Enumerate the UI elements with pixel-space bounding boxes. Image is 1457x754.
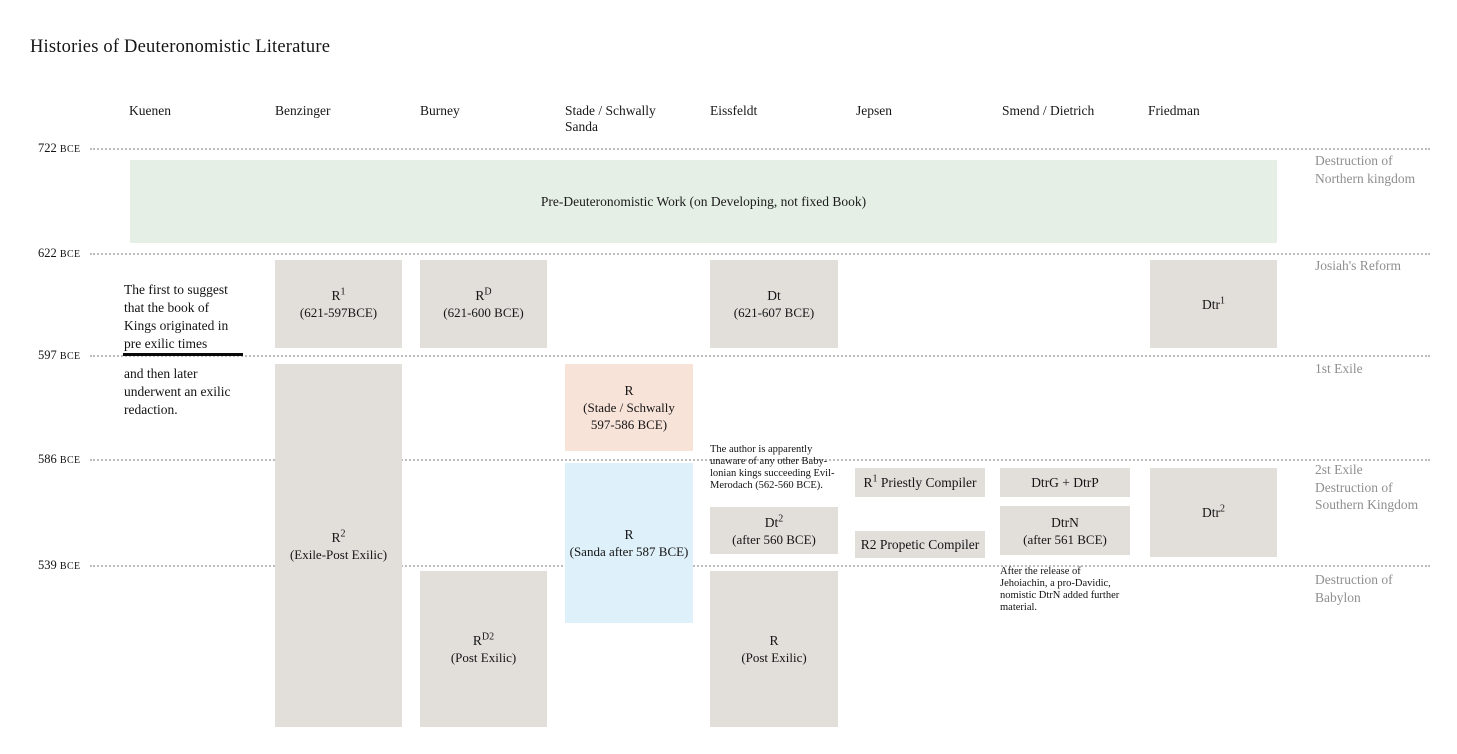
box-sanda-r: R (Sanda after 587 BCE) bbox=[565, 463, 693, 623]
note-kuenen-exilic-redaction: and then later underwent an exilic redac… bbox=[124, 366, 231, 417]
timeline-rule-722 bbox=[90, 148, 1430, 150]
event-label-second-exile: 2st Exile Destruction of Southern Kingdo… bbox=[1315, 462, 1419, 512]
pre-deuteronomistic-band: Pre-Deuteronomistic Work (on Developing,… bbox=[130, 160, 1277, 243]
box-stade-schwally-r: R (Stade / Schwally 597-586 BCE) bbox=[565, 364, 693, 451]
column-header-kuenen: Kuenen bbox=[129, 103, 171, 118]
date-label-539: 539 BCE bbox=[38, 558, 81, 572]
box-smend-dtrg-dtrp: DtrG + DtrP bbox=[1000, 468, 1130, 497]
event-label-josiahs-reform: Josiah's Reform bbox=[1315, 258, 1402, 273]
event-label-first-exile: 1st Exile bbox=[1315, 361, 1363, 376]
box-benzinger-r1: R1 (621-597BCE) bbox=[275, 260, 402, 348]
column-header-jepsen: Jepsen bbox=[856, 103, 892, 118]
box-burney-rd: RD (621-600 BCE) bbox=[420, 260, 547, 348]
date-label-586: 586 BCE bbox=[38, 452, 81, 466]
box-friedman-dtr2: Dtr2 bbox=[1150, 468, 1277, 557]
box-friedman-dtr1: Dtr1 bbox=[1150, 260, 1277, 348]
column-header-friedman: Friedman bbox=[1148, 103, 1200, 118]
box-jepsen-priestly-compiler: R1 Priestly Compiler bbox=[855, 468, 985, 497]
box-eissfeldt-dt: Dt (621-607 BCE) bbox=[710, 260, 838, 348]
column-header-benzinger: Benzinger bbox=[275, 103, 331, 118]
page-title: Histories of Deuteronomistic Literature bbox=[30, 37, 331, 57]
box-eissfeldt-r-post-exilic: R (Post Exilic) bbox=[710, 571, 838, 727]
note-eissfeldt-evil-merodach: The author is apparently unaware of any … bbox=[710, 444, 835, 491]
timeline-rule-597 bbox=[90, 355, 1430, 357]
column-header-eissfeldt: Eissfeldt bbox=[710, 103, 758, 118]
date-label-597: 597 BCE bbox=[38, 348, 81, 362]
box-burney-rd2: RD2 (Post Exilic) bbox=[420, 571, 547, 727]
note-smend-jehoiachin: After the release of Jehoiachin, a pro-D… bbox=[1000, 566, 1120, 613]
box-jepsen-propetic-compiler: R2 Propetic Compiler bbox=[855, 531, 985, 558]
timeline-rule-539 bbox=[90, 565, 1430, 567]
box-benzinger-r2: R2 (Exile-Post Exilic) bbox=[275, 364, 402, 727]
box-eissfeldt-dt2: Dt2 (after 560 BCE) bbox=[710, 507, 838, 554]
column-header-burney: Burney bbox=[420, 103, 460, 118]
box-smend-dtrn: DtrN (after 561 BCE) bbox=[1000, 506, 1130, 555]
date-label-622: 622 BCE bbox=[38, 246, 81, 260]
band-label: Pre-Deuteronomistic Work (on Developing,… bbox=[540, 193, 867, 209]
timeline-rule-586 bbox=[90, 459, 1430, 461]
column-header-stade-schwally-sanda: Stade / Schwally Sanda bbox=[565, 103, 656, 134]
timeline-rule-622 bbox=[90, 253, 1430, 255]
note-kuenen-pre-exilic: The first to suggest that the book of Ki… bbox=[124, 282, 229, 351]
date-label-722: 722 BCE bbox=[38, 141, 81, 155]
event-label-babylon: Destruction of Babylon bbox=[1315, 572, 1393, 605]
kuenen-underline bbox=[123, 353, 243, 356]
event-label-northern-kingdom: Destruction of Northern kingdom bbox=[1315, 153, 1416, 186]
column-header-smend-dietrich: Smend / Dietrich bbox=[1002, 103, 1095, 118]
